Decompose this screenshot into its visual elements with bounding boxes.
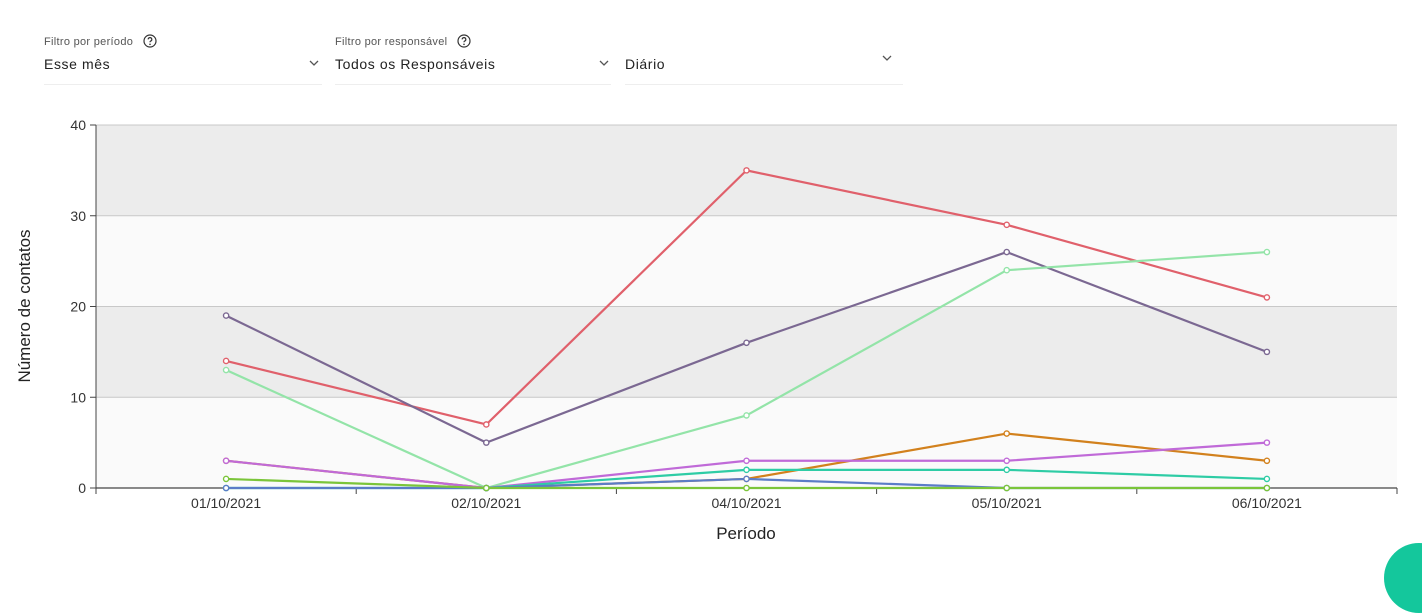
y-tick-label: 0 <box>78 480 86 496</box>
series-3-point[interactable] <box>222 366 230 374</box>
contacts-line-chart: 0 10 20 30 40 01/10/2021 02/10/2021 04/10/2021 0… <box>15 117 1398 543</box>
series-2-point[interactable] <box>1003 248 1011 256</box>
series-7-point[interactable] <box>222 484 230 492</box>
series-6-point[interactable] <box>1263 475 1271 483</box>
series-3-point[interactable] <box>743 412 750 419</box>
series-3-point[interactable] <box>1263 248 1271 256</box>
series-2-point[interactable] <box>222 312 230 319</box>
series-4-point[interactable] <box>1003 430 1011 437</box>
y-tick-label: 10 <box>70 389 86 405</box>
series-8-point[interactable] <box>743 484 750 492</box>
help-circle-icon[interactable] <box>457 34 471 48</box>
x-axis-title: Período <box>716 524 776 543</box>
series-8-point[interactable] <box>482 484 490 492</box>
chevron-down-icon[interactable] <box>309 60 319 66</box>
series-1-point[interactable] <box>1263 294 1271 301</box>
x-tick-label: 04/10/2021 <box>711 495 781 511</box>
series-8-point[interactable] <box>222 475 230 483</box>
y-tick-label: 40 <box>70 117 86 133</box>
y-tick-label: 20 <box>70 299 86 315</box>
series-7-point[interactable] <box>743 475 750 483</box>
series-2-point[interactable] <box>482 439 490 446</box>
granularity-select[interactable]: Diário <box>625 30 903 85</box>
series-2-point[interactable] <box>1263 348 1271 356</box>
series-8-point[interactable] <box>1003 484 1011 492</box>
series-3-point[interactable] <box>1003 266 1011 274</box>
series-5-point[interactable] <box>222 457 230 465</box>
responsible-filter-value: Todos os Responsáveis <box>335 56 496 72</box>
granularity-value: Diário <box>625 56 666 72</box>
y-axis-title: Número de contatos <box>15 229 34 382</box>
help-circle-icon[interactable] <box>142 34 157 48</box>
grid-band <box>96 397 1397 488</box>
period-filter-label: Filtro por período <box>44 34 157 48</box>
series-1-point[interactable] <box>482 421 490 428</box>
series-1-point[interactable] <box>222 357 230 365</box>
grid-band <box>96 215 1397 307</box>
series-5-point[interactable] <box>1003 457 1011 465</box>
x-tick-label: 06/10/2021 <box>1232 495 1302 511</box>
responsible-filter[interactable]: Filtro por responsável Todos os Responsá… <box>335 30 611 85</box>
series-1-point[interactable] <box>1003 221 1011 229</box>
series-8-point[interactable] <box>1263 484 1271 492</box>
y-tick-label: 30 <box>70 208 86 224</box>
series-1-point[interactable] <box>743 167 750 174</box>
series-2-point[interactable] <box>743 339 750 347</box>
x-tick-label: 02/10/2021 <box>451 495 521 511</box>
series-5-point[interactable] <box>743 457 750 465</box>
period-filter-value: Esse mês <box>44 56 111 72</box>
series-6-point[interactable] <box>743 466 750 474</box>
chevron-down-icon[interactable] <box>599 60 609 66</box>
series-4-point[interactable] <box>1263 457 1271 465</box>
series-6-point[interactable] <box>1003 466 1011 474</box>
series-5-point[interactable] <box>1263 439 1271 446</box>
x-tick-label: 01/10/2021 <box>191 495 261 511</box>
responsible-filter-label: Filtro por responsável <box>335 34 471 48</box>
grid-band <box>96 306 1397 398</box>
x-tick-label: 05/10/2021 <box>972 495 1042 511</box>
period-filter[interactable]: Filtro por período Esse mês <box>44 30 322 85</box>
chevron-down-icon[interactable] <box>882 55 892 61</box>
